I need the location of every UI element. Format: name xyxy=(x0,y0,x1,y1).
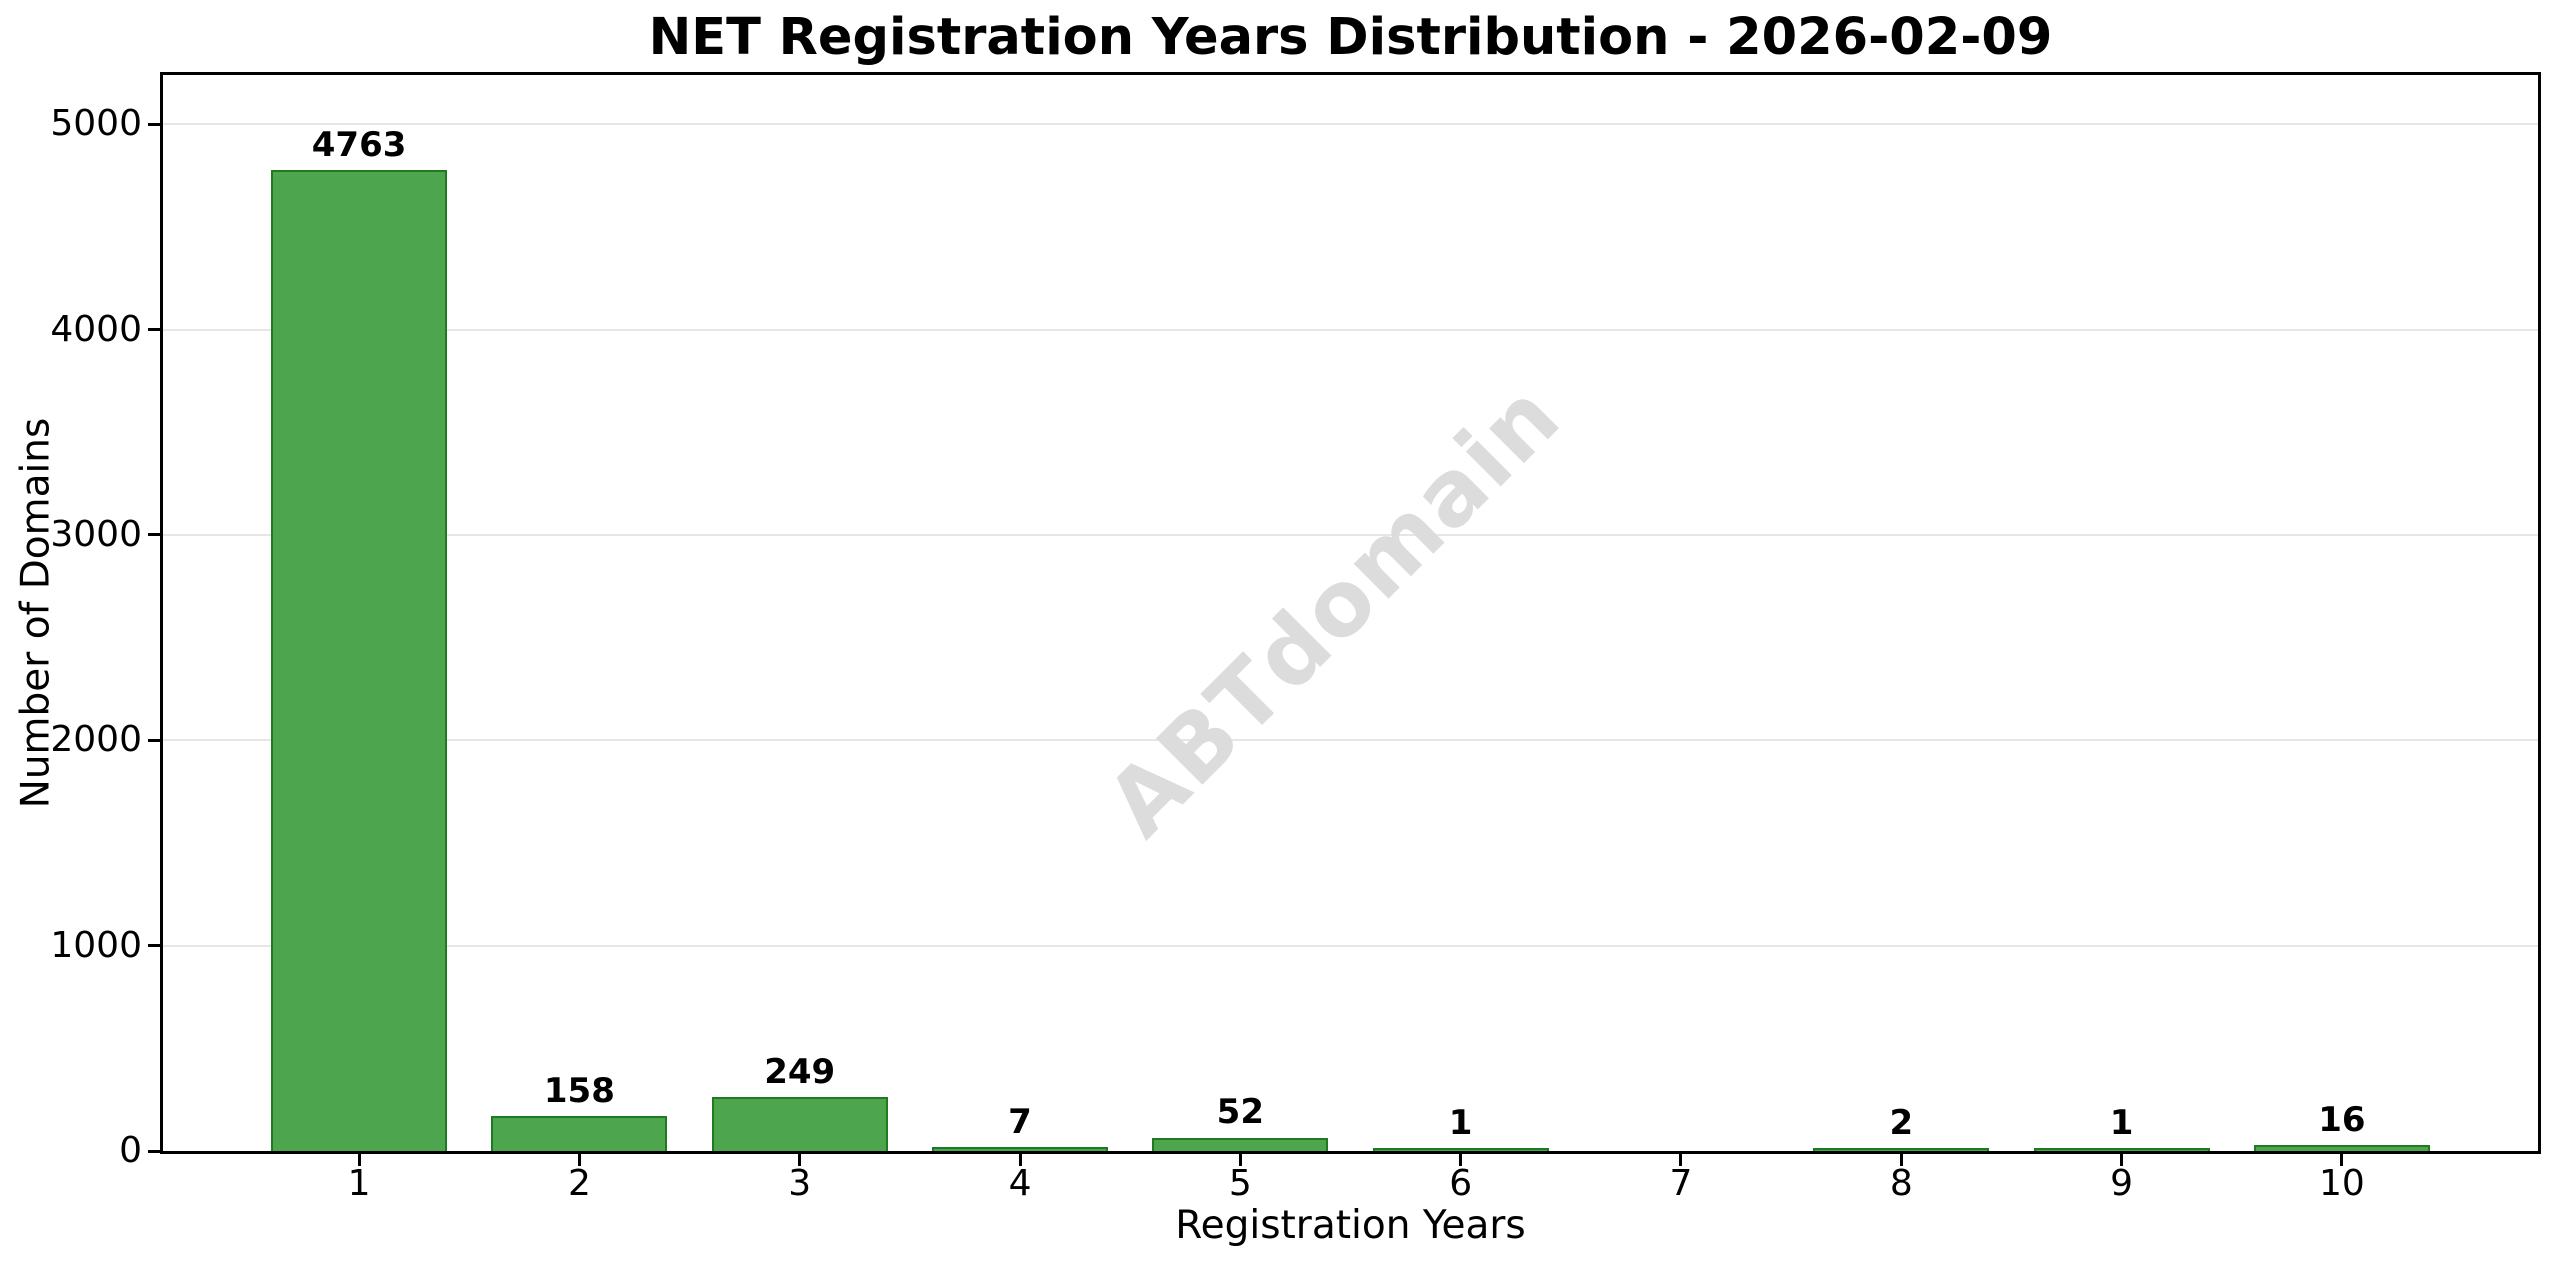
y-tick-label: 3000 xyxy=(50,513,142,555)
x-tick-mark xyxy=(2120,1154,2124,1166)
bar xyxy=(1813,1148,1990,1151)
y-tick-label: 4000 xyxy=(50,308,142,350)
bar-value-label: 16 xyxy=(2318,1099,2366,1140)
y-axis-label: Number of Domains xyxy=(13,417,59,809)
bar xyxy=(1152,1137,1329,1151)
y-tick-mark xyxy=(148,533,160,537)
x-tick-label: 10 xyxy=(2319,1163,2365,1204)
x-tick-mark xyxy=(577,1154,581,1166)
x-tick-mark xyxy=(1899,1154,1903,1166)
x-axis-label: Registration Years xyxy=(1175,1203,1526,1248)
x-tick-label: 2 xyxy=(567,1163,591,1204)
bar-value-label: 7 xyxy=(1008,1101,1032,1142)
bar-value-label: 158 xyxy=(543,1070,615,1111)
bar xyxy=(2033,1148,2210,1151)
y-tick-label: 0 xyxy=(119,1130,142,1171)
x-tick-label: 6 xyxy=(1449,1163,1473,1204)
x-tick-label: 9 xyxy=(2110,1163,2134,1204)
x-tick-label: 1 xyxy=(347,1163,371,1204)
bar-value-label: 1 xyxy=(2109,1102,2134,1143)
x-tick-label: 4 xyxy=(1008,1163,1032,1204)
bar-value-label: 1 xyxy=(1448,1102,1473,1143)
gridline xyxy=(163,328,2538,331)
y-tick-label: 2000 xyxy=(50,719,142,761)
bar xyxy=(271,170,448,1151)
y-tick-mark xyxy=(148,1149,160,1153)
bar xyxy=(932,1147,1109,1151)
bar-value-label: 249 xyxy=(764,1051,836,1092)
x-tick-mark xyxy=(798,1154,802,1166)
x-tick-mark xyxy=(2340,1154,2344,1166)
gridline xyxy=(163,123,2538,126)
gridline xyxy=(163,739,2538,742)
bar-value-label: 4763 xyxy=(311,124,407,165)
x-tick-mark xyxy=(1679,1154,1683,1166)
chart-title: NET Registration Years Distribution - 20… xyxy=(648,8,2053,67)
x-tick-mark xyxy=(1018,1154,1022,1166)
y-tick-mark xyxy=(148,122,160,126)
gridline xyxy=(163,944,2538,947)
gridline xyxy=(163,533,2538,536)
y-tick-label: 5000 xyxy=(50,103,142,145)
plot-area: ABTdomain 4763 158 249 7 52 1 2 1 16 xyxy=(160,72,2541,1154)
x-tick-mark xyxy=(1459,1154,1463,1166)
y-tick-mark xyxy=(148,738,160,742)
x-tick-label: 8 xyxy=(1889,1163,1913,1204)
bar xyxy=(1372,1148,1549,1151)
y-tick-mark xyxy=(148,328,160,332)
bar-value-label: 2 xyxy=(1889,1102,1914,1143)
bar-value-label: 52 xyxy=(1216,1092,1264,1133)
x-tick-label: 5 xyxy=(1228,1163,1252,1204)
y-tick-label: 1000 xyxy=(50,924,142,966)
x-tick-mark xyxy=(1238,1154,1242,1166)
x-tick-mark xyxy=(357,1154,361,1166)
bar xyxy=(2253,1145,2430,1151)
x-tick-label: 3 xyxy=(788,1163,812,1204)
y-tick-mark xyxy=(148,944,160,948)
watermark-text: ABTdomain xyxy=(1087,363,1581,857)
bar xyxy=(711,1097,888,1151)
bar xyxy=(491,1116,668,1151)
x-tick-label: 7 xyxy=(1669,1163,1693,1204)
